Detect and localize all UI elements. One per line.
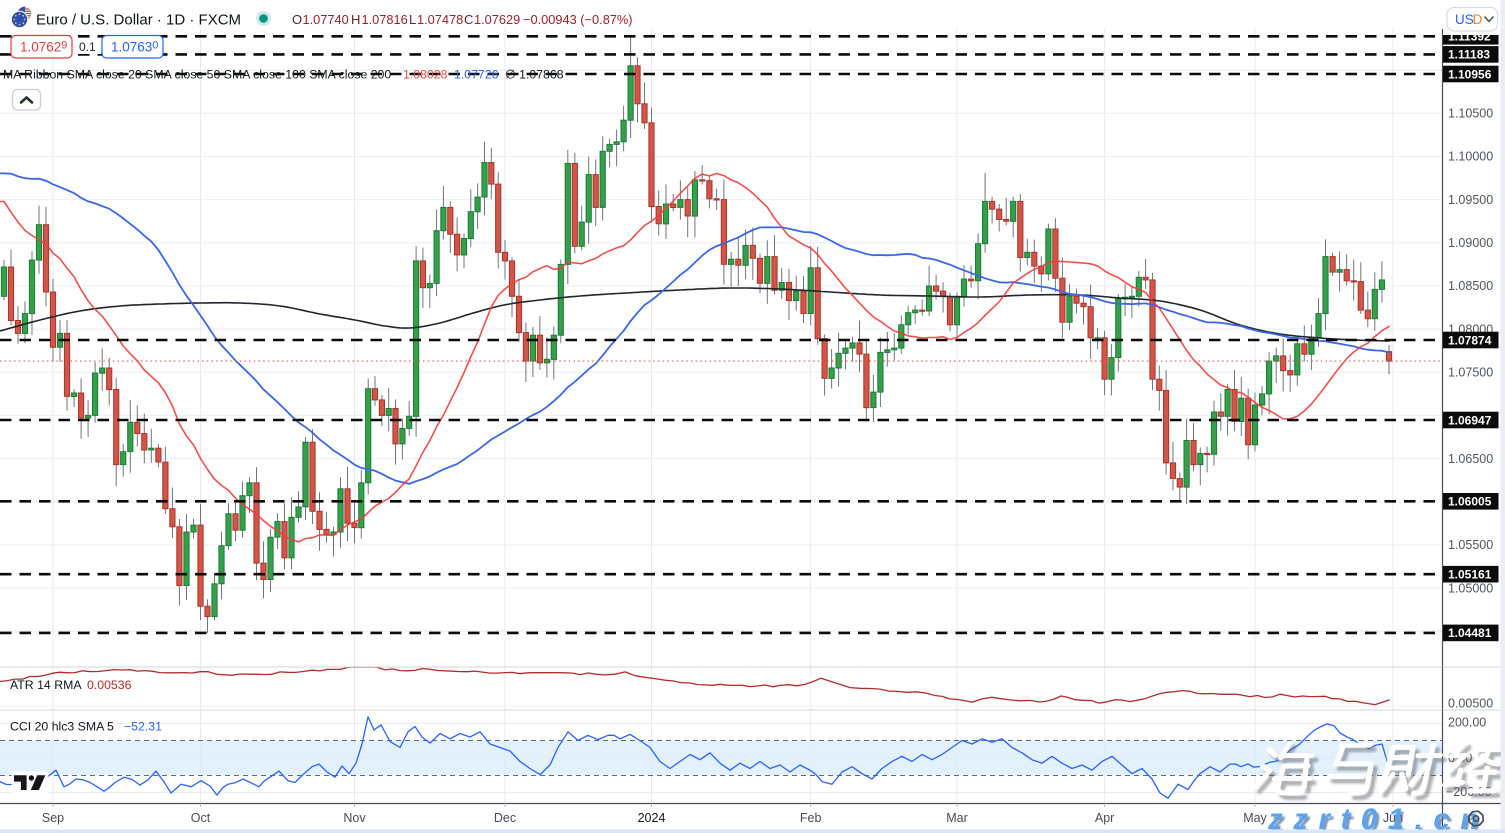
svg-text:1.07630: 1.07630: [111, 40, 158, 55]
svg-text:zzrt01.cn: zzrt01.cn: [1267, 803, 1489, 833]
svg-text:1.07740: 1.07740: [303, 12, 349, 27]
svg-text:1.08500: 1.08500: [1448, 279, 1493, 293]
svg-text:O: O: [292, 12, 302, 27]
svg-text:1.07500: 1.07500: [1448, 366, 1493, 380]
svg-text:Jun: Jun: [1383, 811, 1403, 825]
svg-text:1.07816: 1.07816: [362, 12, 408, 27]
svg-text:1.07478: 1.07478: [417, 12, 463, 27]
svg-text:1.05161: 1.05161: [1448, 568, 1492, 582]
svg-text:1.07629: 1.07629: [474, 12, 520, 27]
svg-text:CCI 20 hlc3 SMA 5: CCI 20 hlc3 SMA 5: [10, 720, 114, 734]
svg-text:Nov: Nov: [343, 811, 366, 825]
svg-text:1.04481: 1.04481: [1448, 626, 1492, 640]
svg-text:Feb: Feb: [800, 811, 822, 825]
svg-text:1.10000: 1.10000: [1448, 150, 1493, 164]
svg-text:0.00500: 0.00500: [1448, 697, 1493, 711]
svg-text:1.05000: 1.05000: [1448, 581, 1493, 595]
svg-text:0.00536: 0.00536: [87, 678, 132, 692]
svg-text:1.06947: 1.06947: [1448, 413, 1492, 427]
svg-text:C: C: [464, 12, 473, 27]
svg-text:−0.00943 (−0.87%): −0.00943 (−0.87%): [523, 12, 633, 27]
svg-text:Euro / U.S. Dollar · 1D · FXCM: Euro / U.S. Dollar · 1D · FXCM: [36, 12, 241, 29]
svg-text:1.10500: 1.10500: [1448, 107, 1493, 121]
svg-text:1.07629: 1.07629: [20, 40, 67, 55]
svg-text:Mar: Mar: [946, 811, 968, 825]
svg-text:Dec: Dec: [494, 811, 516, 825]
svg-text:1.06005: 1.06005: [1448, 495, 1492, 509]
svg-text:1.06500: 1.06500: [1448, 452, 1493, 466]
svg-text:1.05500: 1.05500: [1448, 538, 1493, 552]
svg-text:2024: 2024: [638, 811, 666, 825]
svg-text:∅ 1.07868: ∅ 1.07868: [505, 68, 564, 82]
svg-text:MA Ribbon SMA close 20 SMA clo: MA Ribbon SMA close 20 SMA close 50 SMA …: [3, 68, 391, 82]
svg-text:ATR 14 RMA: ATR 14 RMA: [10, 678, 82, 692]
svg-text:1.07874: 1.07874: [1448, 333, 1492, 347]
svg-text:200.00: 200.00: [1448, 716, 1486, 730]
svg-text:0.1: 0.1: [79, 40, 96, 54]
svg-text:1.09500: 1.09500: [1448, 193, 1493, 207]
svg-text:L: L: [409, 12, 416, 27]
svg-text:−52.31: −52.31: [124, 720, 162, 734]
svg-text:Apr: Apr: [1095, 811, 1114, 825]
svg-text:1.08028: 1.08028: [403, 68, 448, 82]
svg-text:H: H: [351, 12, 360, 27]
svg-text:1.11183: 1.11183: [1448, 48, 1490, 62]
svg-text:1.10956: 1.10956: [1448, 67, 1492, 81]
svg-text:May: May: [1243, 811, 1267, 825]
svg-text:Oct: Oct: [191, 811, 211, 825]
svg-text:US: US: [1455, 12, 1474, 27]
svg-text:1.09000: 1.09000: [1448, 236, 1493, 250]
svg-text:Sep: Sep: [42, 811, 64, 825]
svg-text:1.07726: 1.07726: [454, 68, 499, 82]
svg-text:D: D: [1473, 12, 1483, 27]
